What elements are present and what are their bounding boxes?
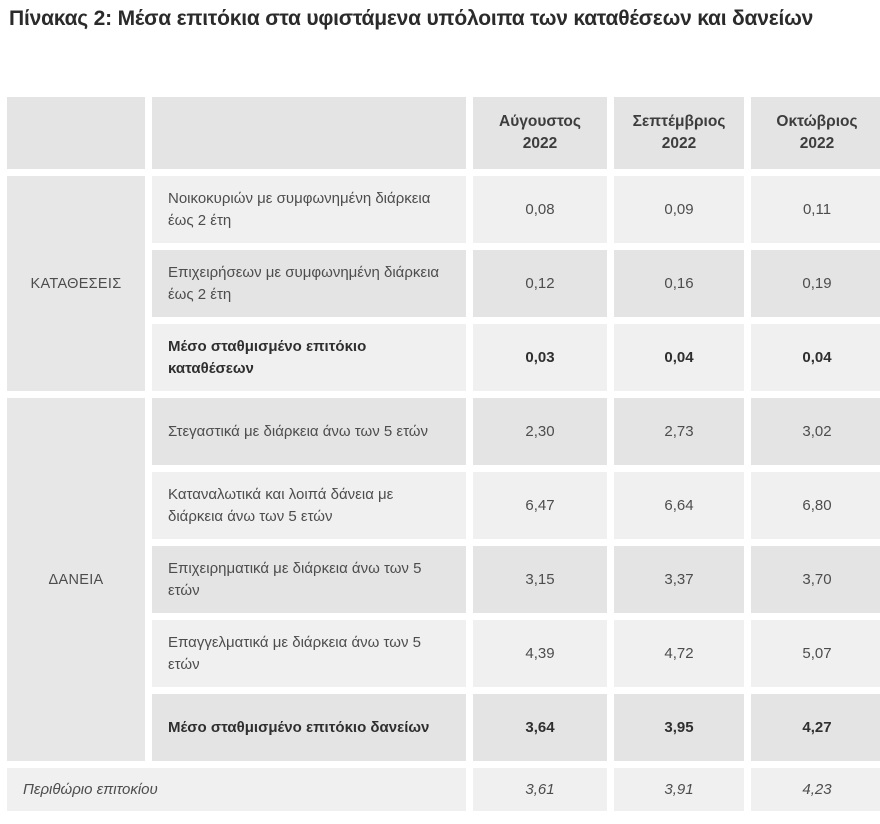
cell-value: 3,37 bbox=[614, 546, 744, 613]
group-label-loans: ΔΑΝΕΙΑ bbox=[7, 398, 145, 761]
cell-value: 2,73 bbox=[614, 398, 744, 465]
table-row: Επιχειρήσεων με συμφωνημένη διάρκεια έως… bbox=[7, 250, 880, 317]
cell-value: 3,64 bbox=[473, 694, 607, 761]
cell-value: 4,23 bbox=[751, 768, 880, 811]
cell-value: 0,11 bbox=[751, 176, 880, 243]
cell-value: 3,70 bbox=[751, 546, 880, 613]
cell-value: 0,08 bbox=[473, 176, 607, 243]
interest-rates-table: Αύγουστος 2022 Σεπτέμβριος 2022 Οκτώβριο… bbox=[0, 90, 880, 818]
row-label: Καταναλωτικά και λοιπά δάνεια με διάρκει… bbox=[152, 472, 466, 539]
cell-value: 6,64 bbox=[614, 472, 744, 539]
row-label: Επιχειρήσεων με συμφωνημένη διάρκεια έως… bbox=[152, 250, 466, 317]
cell-value: 3,95 bbox=[614, 694, 744, 761]
table-row: Επιχειρηματικά με διάρκεια άνω των 5 ετώ… bbox=[7, 546, 880, 613]
table-row-interest-margin: Περιθώριο επιτοκίου 3,61 3,91 4,23 bbox=[7, 768, 880, 811]
cell-value: 3,61 bbox=[473, 768, 607, 811]
month-label: Οκτώβριος bbox=[776, 113, 858, 130]
header-row: Αύγουστος 2022 Σεπτέμβριος 2022 Οκτώβριο… bbox=[7, 97, 880, 169]
cell-value: 5,07 bbox=[751, 620, 880, 687]
row-label: Στεγαστικά με διάρκεια άνω των 5 ετών bbox=[152, 398, 466, 465]
cell-value: 6,80 bbox=[751, 472, 880, 539]
group-label-deposits: ΚΑΤΑΘΕΣΕΙΣ bbox=[7, 176, 145, 391]
year-label: 2022 bbox=[799, 135, 835, 152]
cell-value: 0,12 bbox=[473, 250, 607, 317]
row-label: Επιχειρηματικά με διάρκεια άνω των 5 ετώ… bbox=[152, 546, 466, 613]
column-header-october: Οκτώβριος 2022 bbox=[751, 97, 880, 169]
cell-value: 3,02 bbox=[751, 398, 880, 465]
month-label: Σεπτέμβριος bbox=[632, 113, 726, 130]
table-row: Καταναλωτικά και λοιπά δάνεια με διάρκει… bbox=[7, 472, 880, 539]
cell-value: 0,09 bbox=[614, 176, 744, 243]
cell-value: 0,03 bbox=[473, 324, 607, 391]
table-row: ΔΑΝΕΙΑ Στεγαστικά με διάρκεια άνω των 5 … bbox=[7, 398, 880, 761]
row-label: Επαγγελματικά με διάρκεια άνω των 5 ετών bbox=[152, 620, 466, 687]
year-label: 2022 bbox=[661, 135, 697, 152]
row-label: Νοικοκυριών με συμφωνημένη διάρκεια έως … bbox=[152, 176, 466, 243]
header-corner-group bbox=[7, 97, 145, 169]
table-row-summary-deposits: Μέσο σταθμισμένο επιτόκιο καταθέσεων 0,0… bbox=[7, 324, 880, 391]
cell-value: 3,15 bbox=[473, 546, 607, 613]
cell-value: 0,04 bbox=[614, 324, 744, 391]
cell-value: 2,30 bbox=[473, 398, 607, 465]
table-row: ΚΑΤΑΘΕΣΕΙΣ Νοικοκυριών με συμφωνημένη δι… bbox=[7, 176, 880, 391]
year-label: 2022 bbox=[522, 135, 558, 152]
row-label: Περιθώριο επιτοκίου bbox=[7, 768, 466, 811]
page-title: Πίνακας 2: Μέσα επιτόκια στα υφιστάμενα … bbox=[9, 7, 814, 30]
cell-value: 3,91 bbox=[614, 768, 744, 811]
column-header-august: Αύγουστος 2022 bbox=[473, 97, 607, 169]
table-row: Επαγγελματικά με διάρκεια άνω των 5 ετών… bbox=[7, 620, 880, 687]
row-label: Μέσο σταθμισμένο επιτόκιο καταθέσεων bbox=[152, 324, 466, 391]
month-label: Αύγουστος bbox=[499, 113, 581, 130]
cell-value: 0,19 bbox=[751, 250, 880, 317]
cell-value: 4,72 bbox=[614, 620, 744, 687]
cell-value: 6,47 bbox=[473, 472, 607, 539]
cell-value: 4,39 bbox=[473, 620, 607, 687]
column-header-september: Σεπτέμβριος 2022 bbox=[614, 97, 744, 169]
cell-value: 0,16 bbox=[614, 250, 744, 317]
table-row-summary-loans: Μέσο σταθμισμένο επιτόκιο δανείων 3,64 3… bbox=[7, 694, 880, 761]
row-label: Μέσο σταθμισμένο επιτόκιο δανείων bbox=[152, 694, 466, 761]
cell-value: 0,04 bbox=[751, 324, 880, 391]
header-corner-description bbox=[152, 97, 466, 169]
cell-value: 4,27 bbox=[751, 694, 880, 761]
